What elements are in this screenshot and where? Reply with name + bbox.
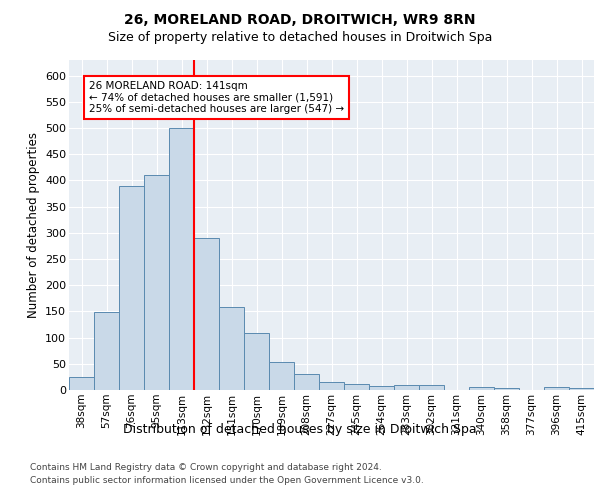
Bar	[469, 388, 494, 390]
Bar	[369, 386, 394, 390]
Text: Distribution of detached houses by size in Droitwich Spa: Distribution of detached houses by size …	[123, 422, 477, 436]
Bar	[94, 312, 119, 390]
Bar	[494, 388, 519, 390]
Bar	[144, 175, 169, 390]
Bar	[544, 388, 569, 390]
Bar	[169, 128, 194, 390]
Bar	[394, 386, 419, 390]
Bar	[569, 388, 594, 390]
Bar	[219, 307, 244, 390]
Y-axis label: Number of detached properties: Number of detached properties	[26, 132, 40, 318]
Text: 26, MORELAND ROAD, DROITWICH, WR9 8RN: 26, MORELAND ROAD, DROITWICH, WR9 8RN	[124, 12, 476, 26]
Text: Contains HM Land Registry data © Crown copyright and database right 2024.: Contains HM Land Registry data © Crown c…	[30, 462, 382, 471]
Bar	[319, 382, 344, 390]
Bar	[344, 384, 369, 390]
Bar	[194, 238, 219, 390]
Bar	[294, 374, 319, 390]
Bar	[269, 362, 294, 390]
Bar	[69, 377, 94, 390]
Text: 26 MORELAND ROAD: 141sqm
← 74% of detached houses are smaller (1,591)
25% of sem: 26 MORELAND ROAD: 141sqm ← 74% of detach…	[89, 81, 344, 114]
Bar	[244, 334, 269, 390]
Text: Contains public sector information licensed under the Open Government Licence v3: Contains public sector information licen…	[30, 476, 424, 485]
Bar	[419, 385, 444, 390]
Text: Size of property relative to detached houses in Droitwich Spa: Size of property relative to detached ho…	[108, 31, 492, 44]
Bar	[119, 186, 144, 390]
